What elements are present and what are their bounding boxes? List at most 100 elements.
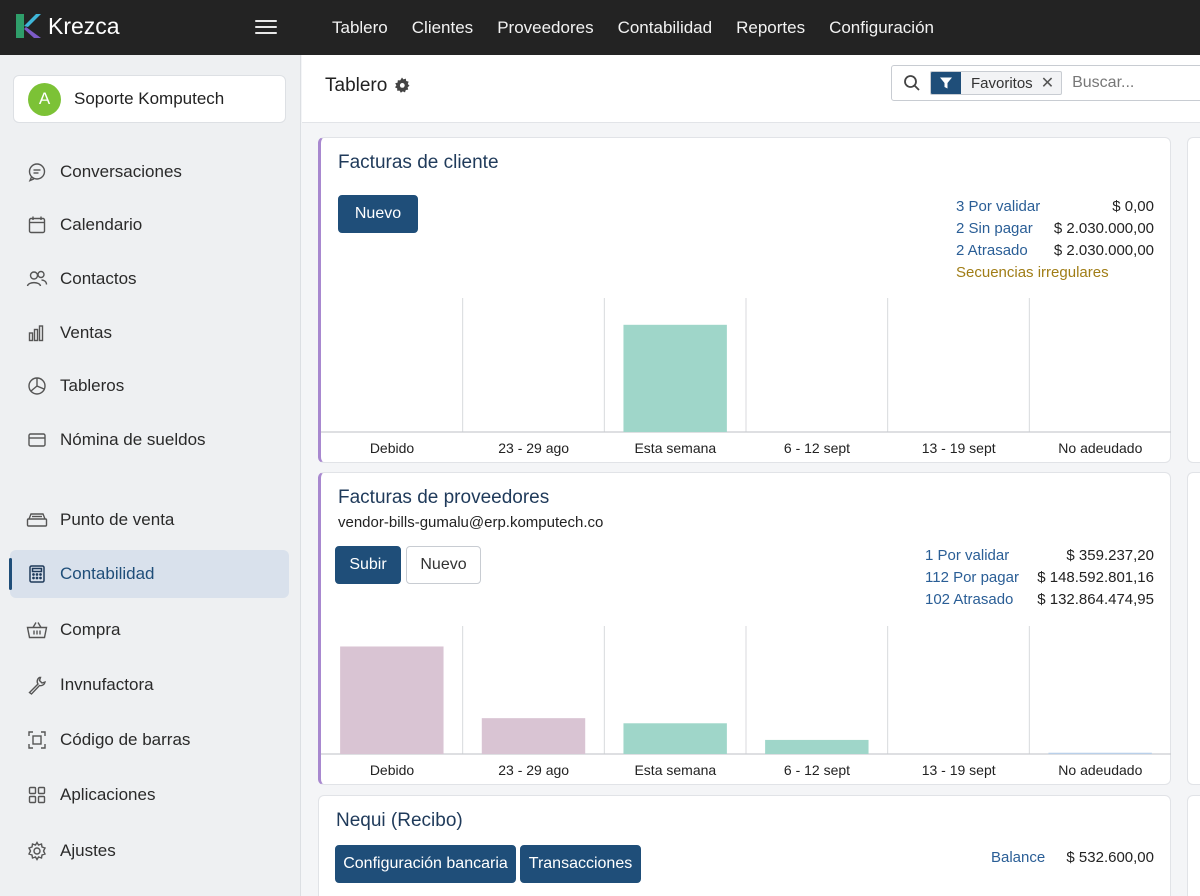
balance-value: $ 532.600,00 xyxy=(1066,849,1154,866)
search-icon[interactable] xyxy=(902,73,922,93)
sidebar-item-calendario[interactable]: Calendario xyxy=(10,201,289,249)
sidebar-item-aplicaciones[interactable]: Aplicaciones xyxy=(10,771,289,819)
chart-bar[interactable] xyxy=(1048,752,1152,754)
card-title[interactable]: Facturas de cliente xyxy=(338,152,499,173)
balance-label[interactable]: Balance xyxy=(991,849,1046,866)
brand[interactable]: Krezca xyxy=(0,0,301,55)
topnav-tablero[interactable]: Tablero xyxy=(332,17,388,37)
sidebar-item-label: Punto de venta xyxy=(60,510,175,529)
sidebar-item-label: Ventas xyxy=(60,323,112,342)
card-title[interactable]: Facturas de proveedores xyxy=(338,487,550,508)
x-tick-label: 23 - 29 ago xyxy=(498,440,570,456)
gear-icon xyxy=(26,840,48,862)
chart-bar[interactable] xyxy=(623,324,727,432)
x-tick-label: Debido xyxy=(369,440,415,456)
sidebar-item-label: Aplicaciones xyxy=(60,785,156,804)
partial-card xyxy=(1187,137,1200,463)
x-tick-label: 13 - 19 sept xyxy=(921,762,996,778)
brand-name: Krezca xyxy=(48,13,120,39)
company-name: Soporte Komputech xyxy=(74,89,225,108)
chart-bar[interactable] xyxy=(765,739,869,754)
new-invoice-button[interactable]: Nuevo xyxy=(338,195,418,233)
filter-facet-label: Favoritos xyxy=(971,74,1033,92)
x-tick-label: Debido xyxy=(369,762,415,778)
stat-to-pay[interactable]: 112 Por pagar xyxy=(925,569,1019,586)
sidebar-item-label: Contabilidad xyxy=(60,564,155,583)
barcode-icon xyxy=(26,729,48,751)
bar-chart-icon xyxy=(26,322,48,344)
stat-unpaid[interactable]: 2 Sin pagar xyxy=(956,220,1033,237)
new-bill-button[interactable]: Nuevo xyxy=(406,546,481,584)
topnav-reportes[interactable]: Reportes xyxy=(736,17,806,37)
sidebar-item-ventas[interactable]: Ventas xyxy=(10,309,289,357)
partial-card xyxy=(1187,472,1200,785)
sidebar-item-tableros[interactable]: Tableros xyxy=(10,362,289,410)
upload-button[interactable]: Subir xyxy=(335,546,401,584)
hamburger-menu-icon[interactable] xyxy=(253,16,279,38)
sidebar-item-ajustes[interactable]: Ajustes xyxy=(10,827,289,875)
topnav-configuracion[interactable]: Configuración xyxy=(829,17,934,37)
sidebar-item-punto-de-venta[interactable]: Punto de venta xyxy=(10,496,289,544)
customer-invoices-chart[interactable]: Debido 23 - 29 ago Esta semana 6 - 12 sept 1… xyxy=(321,298,1171,464)
control-panel: Tablero Favoritos ✕ xyxy=(302,55,1200,123)
bank-journal-card: Nequi (Recibo) Configuración bancaria Tr… xyxy=(318,795,1171,896)
sidebar-item-codigo-de-barras[interactable]: Código de barras xyxy=(10,716,289,764)
sidebar-item-label: Compra xyxy=(60,620,121,639)
company-switcher[interactable]: A Soporte Komputech xyxy=(13,75,286,123)
avatar: A xyxy=(28,82,61,116)
calculator-icon xyxy=(26,563,48,585)
sidebar: A Soporte Komputech Conversaciones Calen… xyxy=(0,55,301,896)
stat-late[interactable]: 2 Atrasado xyxy=(956,242,1028,259)
stat-late-value: $ 2.030.000,00 xyxy=(1053,242,1154,259)
stat-to-validate[interactable]: 3 Por validar xyxy=(956,198,1041,215)
x-tick-label: Esta semana xyxy=(634,762,717,778)
stat-to-validate[interactable]: 1 Por validar xyxy=(925,547,1010,564)
sidebar-item-contactos[interactable]: Contactos xyxy=(10,255,289,303)
vendor-bills-chart[interactable]: Debido 23 - 29 ago Esta semana 6 - 12 sept 1… xyxy=(321,626,1171,786)
top-nav: Tablero Clientes Proveedores Contabilida… xyxy=(320,0,946,55)
x-tick-label: 13 - 19 sept xyxy=(921,440,996,456)
sidebar-item-conversaciones[interactable]: Conversaciones xyxy=(10,148,289,196)
chat-icon xyxy=(26,161,48,183)
logo-icon xyxy=(16,14,41,38)
topnav-contabilidad[interactable]: Contabilidad xyxy=(617,17,713,37)
stat-to-pay-value: $ 148.592.801,16 xyxy=(1037,569,1154,586)
stat-to-validate-value: $ 0,00 xyxy=(1112,198,1154,215)
dashboard-icon xyxy=(26,375,48,397)
stat-late-value: $ 132.864.474,95 xyxy=(1037,591,1154,608)
irregular-sequences-link[interactable]: Secuencias irregulares xyxy=(956,264,1109,281)
sidebar-item-contabilidad[interactable]: Contabilidad xyxy=(9,550,289,598)
contacts-icon xyxy=(26,268,48,290)
card-title[interactable]: Nequi (Recibo) xyxy=(336,810,463,831)
x-tick-label: 6 - 12 sept xyxy=(783,440,851,456)
page-title: Tablero xyxy=(325,75,388,96)
sidebar-item-label: Invnufactora xyxy=(60,675,154,694)
sidebar-item-compra[interactable]: Compra xyxy=(10,606,289,654)
bar-chart xyxy=(321,298,1171,433)
x-tick-label: No adeudado xyxy=(1058,440,1143,456)
filter-facet[interactable]: Favoritos ✕ xyxy=(930,71,1063,95)
stat-late[interactable]: 102 Atrasado xyxy=(925,591,1014,608)
x-tick-label: 23 - 29 ago xyxy=(498,762,570,778)
sidebar-item-label: Conversaciones xyxy=(60,162,182,181)
vendor-bills-card: Facturas de proveedores vendor-bills-gum… xyxy=(318,472,1171,785)
topnav-clientes[interactable]: Clientes xyxy=(411,17,474,37)
stat-to-validate-value: $ 359.237,20 xyxy=(1066,547,1154,564)
stat-unpaid-value: $ 2.030.000,00 xyxy=(1053,220,1154,237)
bank-config-button[interactable]: Configuración bancaria xyxy=(335,845,516,883)
x-tick-label: 6 - 12 sept xyxy=(783,762,851,778)
sidebar-item-invnufactora[interactable]: Invnufactora xyxy=(10,661,289,709)
partial-card xyxy=(1187,795,1200,896)
chart-bar[interactable] xyxy=(623,723,727,754)
search-input[interactable] xyxy=(1072,74,1200,92)
sidebar-item-nomina[interactable]: Nómina de sueldos xyxy=(10,416,289,464)
gear-icon[interactable] xyxy=(394,77,410,93)
filter-icon xyxy=(931,72,961,94)
search-bar[interactable]: Favoritos ✕ xyxy=(891,65,1200,101)
chart-bar[interactable] xyxy=(340,646,444,754)
chart-bar[interactable] xyxy=(481,718,586,754)
transactions-button[interactable]: Transacciones xyxy=(520,845,641,883)
topnav-proveedores[interactable]: Proveedores xyxy=(497,17,594,37)
basket-icon xyxy=(26,619,48,641)
close-icon[interactable]: ✕ xyxy=(1040,75,1055,92)
